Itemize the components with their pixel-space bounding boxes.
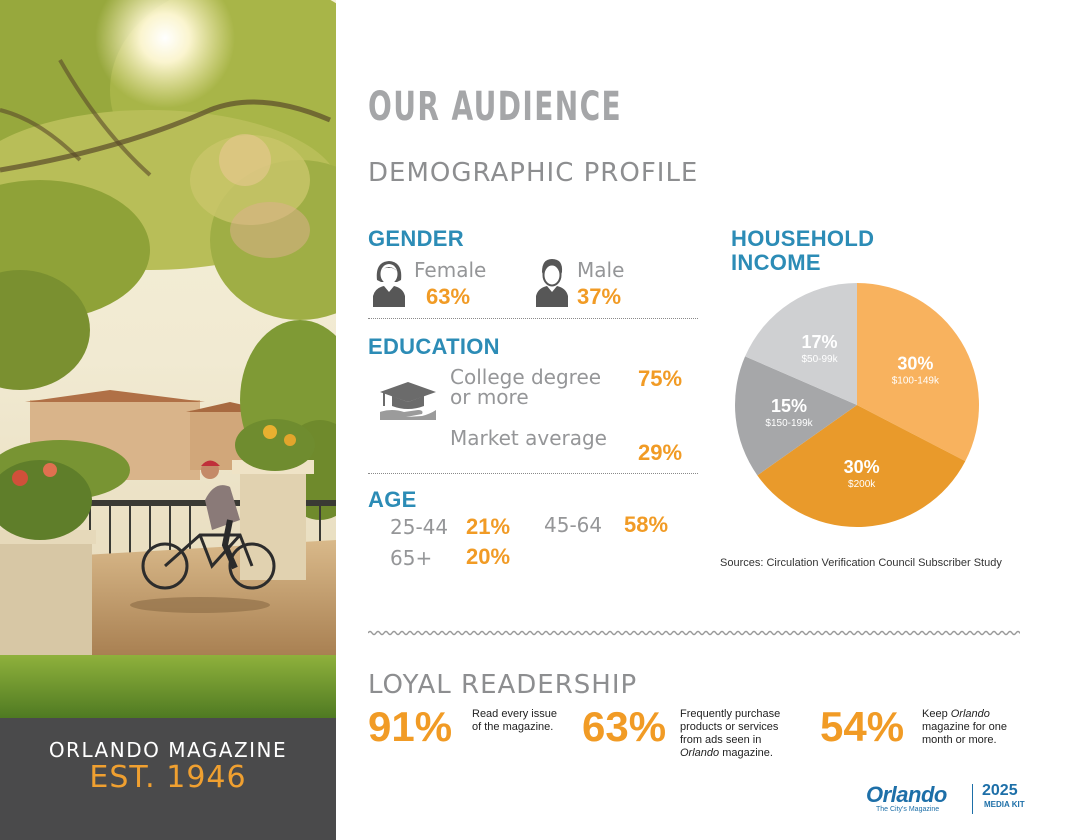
pie-slice-category-label: $150-199k [765,418,813,429]
stat-text-line: from ads seen in [680,734,762,746]
cyclist-park-photo [0,0,336,718]
age-group-label: 45-64 [544,513,603,537]
stat-text-line: month or more. [922,734,997,746]
stat-text-rest: magazine. [719,747,773,759]
income-heading-line1: HOUSEHOLD [731,226,875,251]
logo-separator [972,784,973,814]
gender-divider [368,318,698,319]
loyal-stat-text: Frequently purchase products or services… [680,708,780,760]
education-heading: EDUCATION [368,334,500,359]
stat-text-line: magazine for one [922,721,1007,733]
gender-male-label: Male [577,258,625,282]
loyal-stat-text: Keep Orlando magazine for one month or m… [922,708,1007,747]
education-market-value: 29% [638,440,683,465]
gender-female-label: Female [414,258,487,282]
male-person-icon [536,259,568,307]
female-person-icon [373,261,405,307]
age-group-value: 20% [466,544,511,569]
stat-text-line: Keep Orlando [922,708,1007,721]
pie-slice-value-label: 15% [771,396,807,416]
media-kit-year: 2025 [982,782,1018,799]
pie-slice-100-149k [857,283,979,462]
education-college-value: 75% [638,366,683,391]
wavy-divider [368,630,1020,636]
gender-male-value: 37% [577,284,622,309]
loyal-stat-text: Read every issue of the magazine. [472,708,557,734]
age-group-label: 25-44 [390,515,449,539]
stat-text-italic: Orlando [680,747,720,759]
pie-slice-value-label: 17% [802,332,838,352]
age-group-value: 21% [466,514,511,539]
brand-block: ORLANDO MAGAZINE EST. 1946 [0,718,336,840]
stat-text-line: products or services [680,721,779,733]
loyal-readership-title: LOYAL READERSHIP [368,670,638,700]
media-kit-label: MEDIA KIT [984,800,1025,809]
cover-photo-panel: ORLANDO MAGAZINE EST. 1946 [0,0,336,840]
pie-slice-value-label: 30% [897,354,933,374]
loyal-stat-value: 91% [368,703,453,750]
income-heading-line2: INCOME [731,250,821,275]
brand-established: EST. 1946 [89,760,247,795]
orlando-logo-wordmark: Orlando [866,782,947,807]
gender-heading: GENDER [368,226,464,251]
gender-female-value: 63% [426,284,471,309]
education-college-label-line1: College degree [450,365,602,389]
age-group-value: 58% [624,512,669,537]
stat-text-italic: Orlando [950,708,990,720]
pie-slice-category-label: $100-149k [892,376,940,387]
education-market-label: Market average [450,426,607,450]
loyal-stat-value: 54% [820,703,905,750]
household-income-pie-chart: 30% $100-149k 30% $200k 15% $150-199k 17% $50-9… [735,283,979,527]
brand-name: ORLANDO MAGAZINE [48,738,288,762]
stat-text-line: Read every issue [472,708,557,720]
page-title: OUR AUDIENCE [368,84,623,130]
stat-text-line: Orlando magazine. [680,747,780,760]
age-heading: AGE [368,487,417,512]
pie-slice-200k [757,405,966,527]
pie-slice-category-label: $200k [848,479,876,490]
stat-text-line: Frequently purchase [680,708,781,720]
sources-note: Sources: Circulation Verification Counci… [720,557,1002,569]
education-divider [368,473,698,474]
orlando-logo-tagline: The City's Magazine [876,806,940,813]
loyal-stat-value: 63% [582,703,667,750]
pie-slice-50-99k [745,283,857,405]
pie-slice-value-label: 30% [844,457,880,477]
stat-text-pre: Keep [922,708,951,720]
pie-slice-150-199k [735,356,857,476]
age-group-label: 65+ [390,546,433,570]
graduation-cap-hand-icon [380,382,436,420]
education-college-label-line2: or more [450,385,529,409]
section-subtitle: DEMOGRAPHIC PROFILE [368,158,699,188]
stat-text-line: of the magazine. [472,721,554,733]
pie-slice-category-label: $50-99k [801,354,838,365]
